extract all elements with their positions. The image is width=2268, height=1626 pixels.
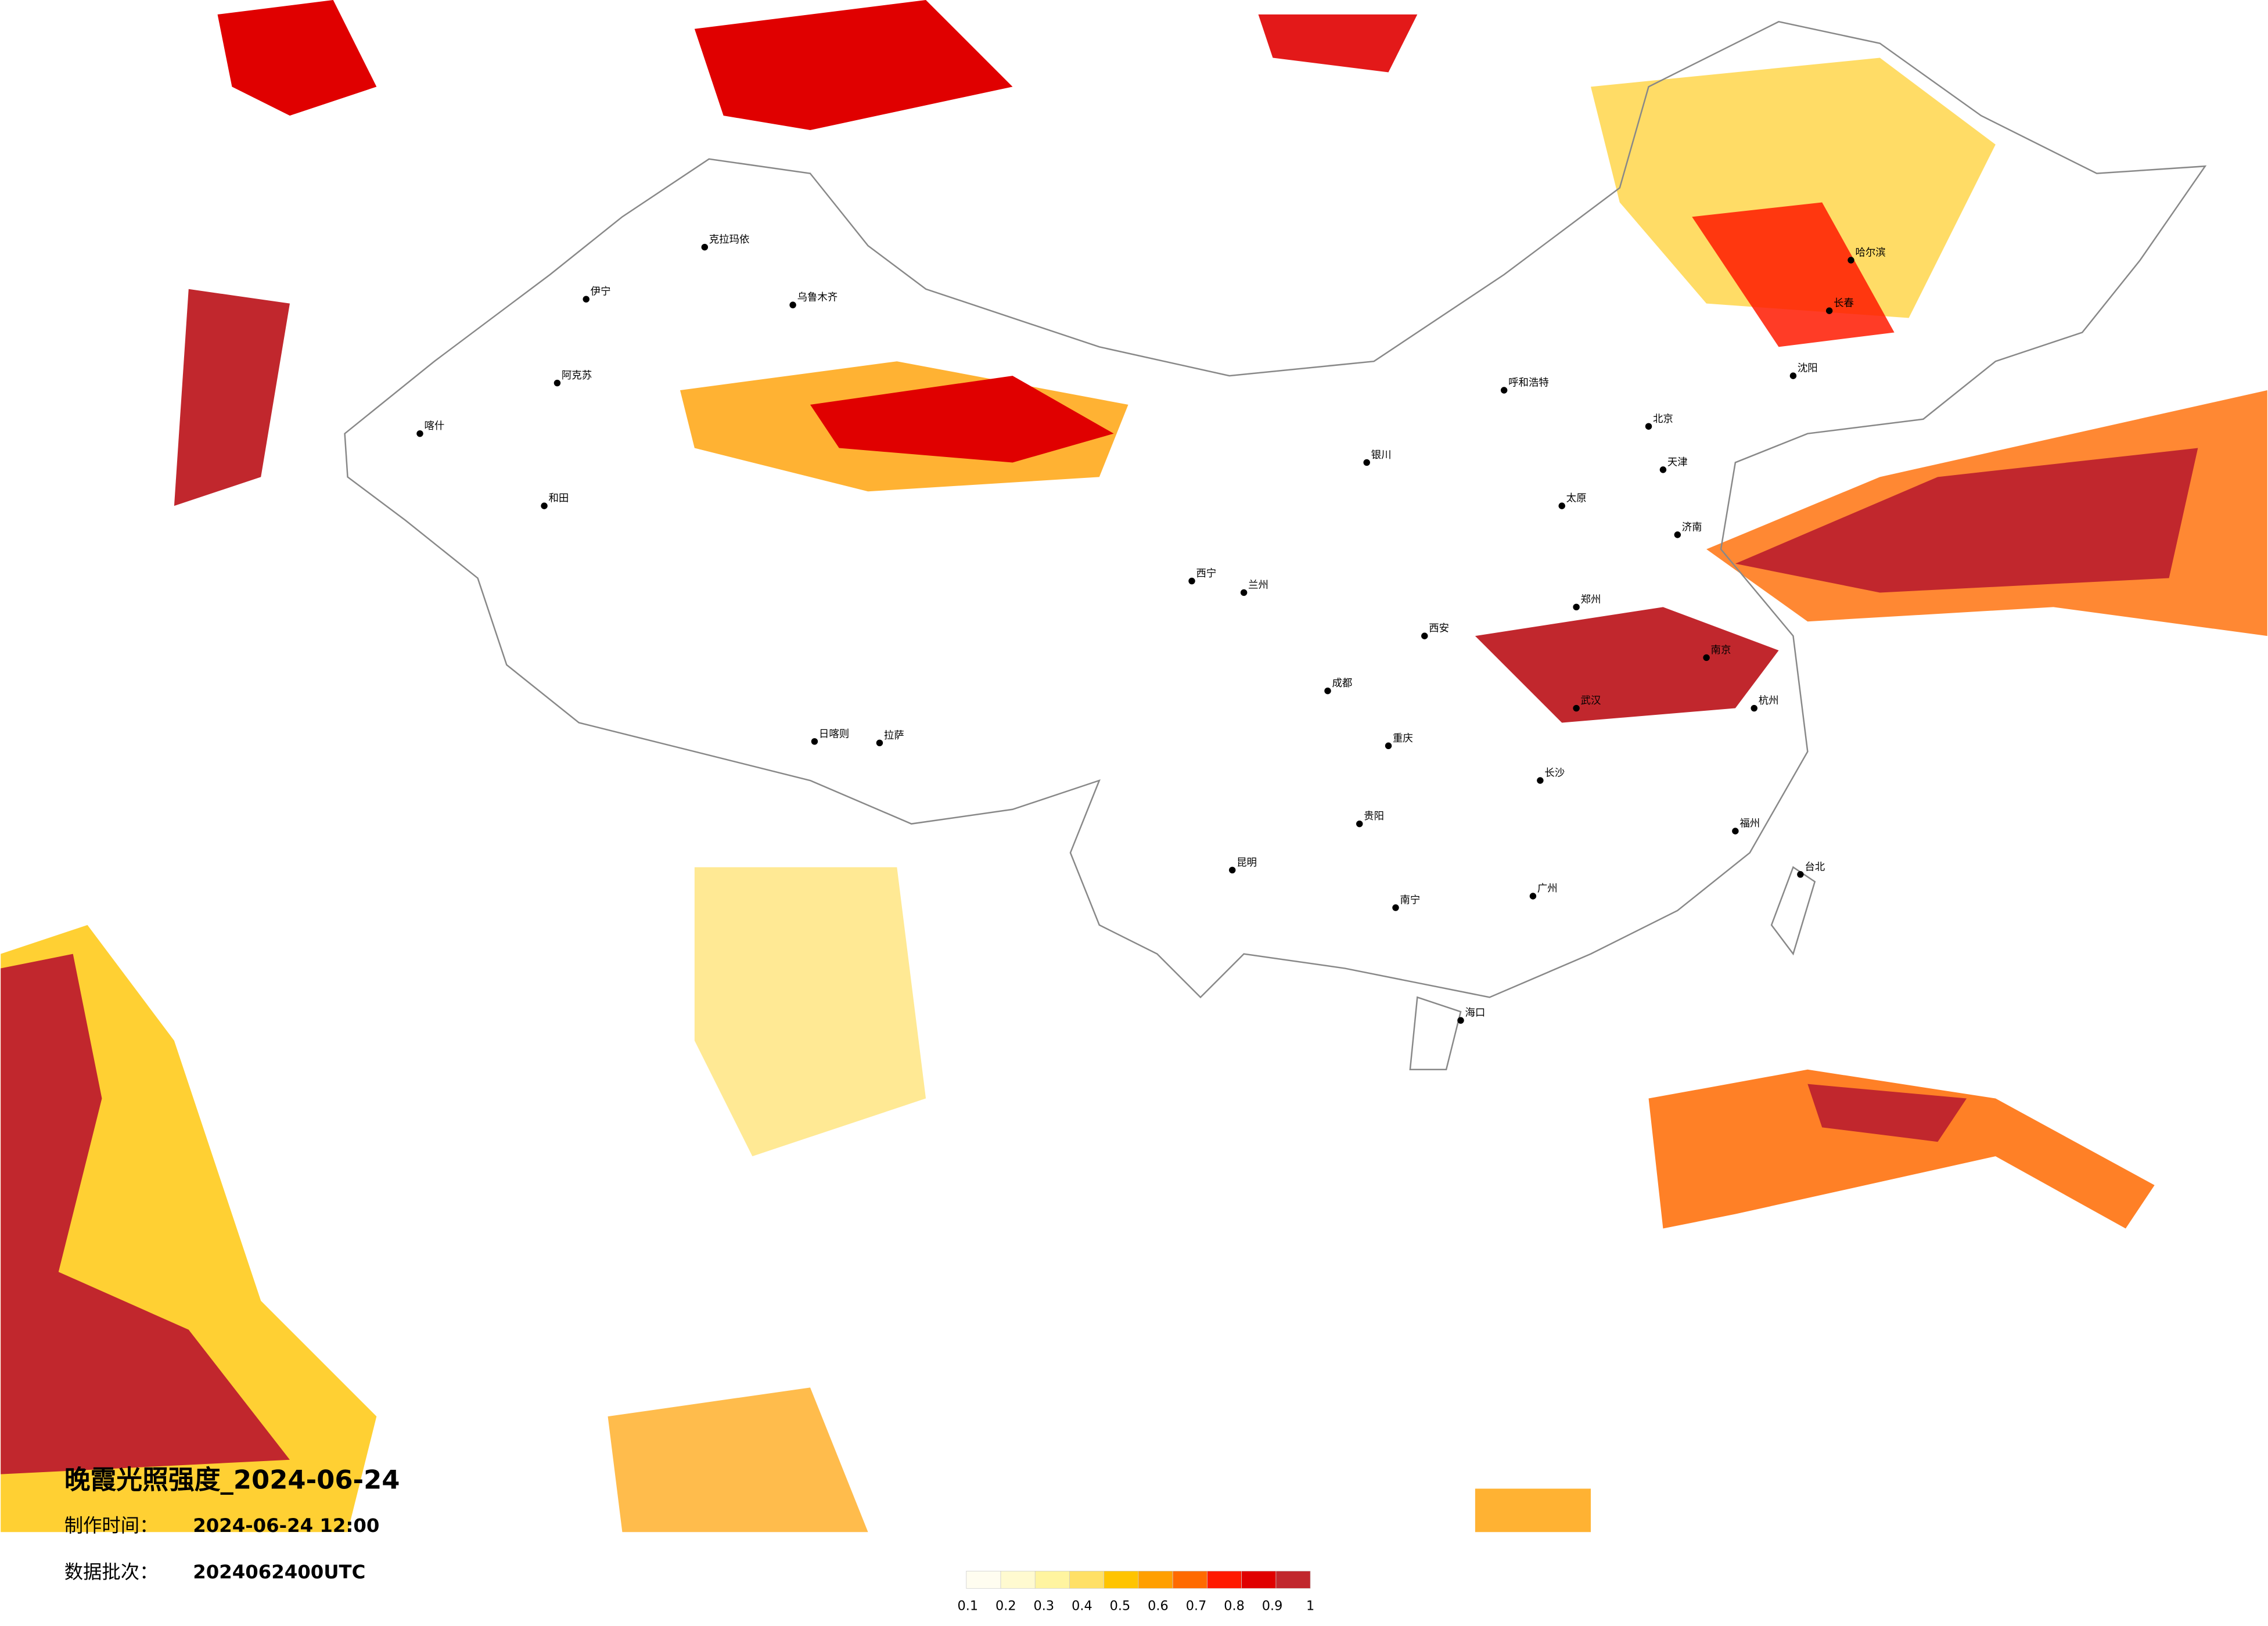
city-label: 拉萨 [884, 730, 904, 742]
city-dot [416, 430, 423, 437]
city-dot [1659, 466, 1667, 473]
city-label: 广州 [1537, 883, 1558, 895]
city-label: 银川 [1371, 449, 1392, 461]
legend-tick-label: 0.7 [1186, 1599, 1207, 1614]
batch-label: 数据批次： [64, 1561, 159, 1583]
city-label: 和田 [549, 493, 569, 505]
legend-swatch [1207, 1571, 1242, 1589]
city-label: 北京 [1653, 413, 1673, 425]
city-dot [1732, 828, 1739, 834]
legend-tick-label: 0.5 [1110, 1599, 1131, 1614]
city-dot [1500, 387, 1508, 394]
time-label: 制作时间： [64, 1515, 159, 1537]
city-label: 哈尔滨 [1855, 247, 1885, 259]
legend-swatch [1069, 1571, 1105, 1589]
city-dot [1324, 687, 1331, 695]
city-label: 呼和浩特 [1508, 377, 1549, 389]
country-outline [344, 21, 2207, 1071]
legend-swatch [1138, 1571, 1173, 1589]
city-dot [1674, 531, 1681, 538]
city-label: 贵阳 [1364, 811, 1384, 822]
city-dot [553, 379, 561, 387]
legend-swatch [1034, 1571, 1070, 1589]
city-dot [701, 243, 709, 251]
legend-tick-label: 1 [1306, 1599, 1314, 1614]
city-dot [1558, 502, 1565, 509]
city-label: 喀什 [424, 420, 444, 432]
city-dot [1229, 866, 1236, 874]
city-dot [811, 738, 818, 745]
city-label: 成都 [1332, 678, 1352, 689]
legend-swatch [1172, 1571, 1207, 1589]
city-label: 杭州 [1759, 695, 1779, 707]
city-label: 济南 [1682, 521, 1702, 533]
city-label: 兰州 [1248, 580, 1268, 591]
legend-swatch [1104, 1571, 1139, 1589]
legend-swatch [1241, 1571, 1277, 1589]
city-dot [789, 301, 796, 308]
city-dot [1573, 704, 1580, 712]
legend-tick-label: 0.1 [957, 1599, 978, 1614]
city-dot [1188, 577, 1195, 585]
legend-tick-label: 0.9 [1262, 1599, 1283, 1614]
city-label: 西安 [1429, 623, 1449, 635]
city-label: 郑州 [1581, 594, 1601, 606]
city-label: 沈阳 [1798, 363, 1818, 375]
city-label: 南宁 [1400, 895, 1420, 906]
city-label: 昆明 [1237, 857, 1257, 869]
legend-tick-label: 0.3 [1034, 1599, 1055, 1614]
legend-tick-label: 0.6 [1148, 1599, 1169, 1614]
city-label: 武汉 [1581, 695, 1601, 707]
legend-swatch [966, 1571, 1001, 1589]
city-dot [541, 502, 548, 509]
legend: 0.1 0.2 0.3 0.4 0.5 0.6 0.7 0.8 0.9 1 [957, 1571, 1314, 1614]
city-dot [1797, 871, 1804, 878]
legend-swatch [1000, 1571, 1036, 1589]
city-label: 乌鲁木齐 [797, 292, 838, 304]
city-label: 克拉玛依 [709, 234, 750, 246]
city-label: 长沙 [1544, 768, 1565, 779]
city-label: 台北 [1805, 861, 1825, 873]
city-label: 重庆 [1393, 733, 1413, 744]
city-dot [1392, 904, 1399, 911]
city-label: 海口 [1465, 1008, 1485, 1019]
legend-swatch [1275, 1571, 1311, 1589]
city-label: 福州 [1739, 818, 1760, 830]
city-dot [1529, 893, 1537, 900]
city-dot [1848, 257, 1854, 264]
city-label: 伊宁 [591, 286, 611, 298]
time-value: 2024-06-24 12:00 [193, 1515, 379, 1537]
city-label: 西宁 [1196, 568, 1217, 580]
map-title: 晚霞光照强度_2024-06-24 [64, 1465, 400, 1495]
city-dot [1573, 603, 1580, 611]
city-dot [1240, 589, 1248, 596]
city-dot [1363, 459, 1370, 466]
legend-tick-label: 0.2 [995, 1599, 1016, 1614]
city-label: 长春 [1834, 298, 1854, 310]
city-label: 阿克苏 [562, 370, 592, 382]
city-dot [1457, 1017, 1464, 1024]
city-dot [1537, 777, 1544, 784]
city-dot [1703, 654, 1710, 661]
city-dot [1789, 372, 1797, 379]
city-dot [876, 739, 883, 747]
city-label: 南京 [1711, 645, 1731, 656]
city-dot [1421, 632, 1428, 639]
legend-tick-label: 0.8 [1224, 1599, 1245, 1614]
city-dot [1645, 423, 1652, 430]
batch-value: 2024062400UTC [193, 1561, 365, 1583]
city-label: 太原 [1566, 493, 1587, 505]
city-dot [1385, 742, 1392, 749]
city-label: 天津 [1667, 456, 1688, 468]
city-label: 日喀则 [819, 728, 849, 740]
intensity-field [1, 0, 2267, 1533]
legend-tick-label: 0.4 [1072, 1599, 1092, 1614]
city-dot [1751, 704, 1757, 712]
city-dot [1825, 307, 1833, 314]
city-dot [1356, 820, 1363, 828]
city-dot [583, 296, 590, 303]
